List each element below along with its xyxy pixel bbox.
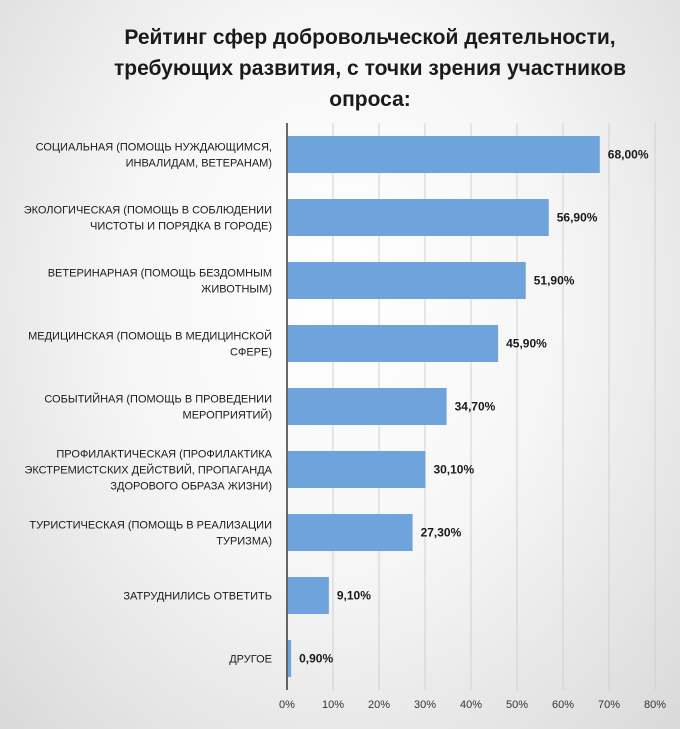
chart-title-line-3: опроса: [329, 88, 411, 111]
bar [288, 577, 329, 614]
bar [288, 451, 426, 488]
chart-title-line-1: Рейтинг сфер добровольческой деятельност… [124, 26, 616, 49]
x-tick-label: 0% [279, 699, 295, 711]
data-label: 27,30% [421, 526, 462, 540]
bar [288, 262, 526, 299]
category-label: СФЕРЕ) [230, 347, 272, 359]
category-label: МЕРОПРИЯТИЙ) [183, 409, 272, 422]
data-label: 9,10% [337, 589, 371, 603]
x-tick-label: 70% [598, 699, 620, 711]
category-label: МЕДИЦИНСКАЯ (ПОМОЩЬ В МЕДИЦИНСКОЙ [28, 330, 272, 343]
data-label: 34,70% [455, 400, 496, 414]
category-label: ЗАТРУДНИЛИСЬ ОТВЕТИТЬ [123, 591, 272, 603]
category-label: ПРОФИЛАКТИЧЕСКАЯ (ПРОФИЛАКТИКА [56, 449, 272, 461]
category-label: ТУРИСТИЧЕСКАЯ (ПОМОЩЬ В РЕАЛИЗАЦИИ [29, 520, 272, 532]
data-label: 45,90% [506, 337, 547, 351]
x-tick-label: 20% [368, 699, 390, 711]
chart-title-line-2: требующих развития, с точки зрения участ… [113, 57, 627, 80]
bar [288, 640, 292, 677]
x-tick-label: 30% [414, 699, 436, 711]
data-label: 56,90% [557, 211, 598, 225]
bar [288, 325, 499, 362]
category-label: СОБЫТИЙНАЯ (ПОМОЩЬ В ПРОВЕДЕНИИ [44, 393, 272, 406]
data-label: 51,90% [534, 274, 575, 288]
bar [288, 136, 600, 173]
chart-title: Рейтинг сфер добровольческой деятельност… [90, 22, 650, 115]
data-label: 30,10% [433, 463, 474, 477]
category-label: ИНВАЛИДАМ, ВЕТЕРАНАМ) [126, 158, 272, 170]
category-label: ВЕТЕРИНАРНАЯ (ПОМОЩЬ БЕЗДОМНЫМ [48, 268, 272, 280]
category-label: ТУРИЗМА) [216, 536, 272, 548]
x-tick-label: 10% [322, 699, 344, 711]
x-tick-label: 60% [552, 699, 574, 711]
category-label: ЧИСТОТЫ И ПОРЯДКА В ГОРОДЕ) [90, 221, 272, 233]
x-tick-label: 80% [644, 699, 666, 711]
category-label: СОЦИАЛЬНАЯ (ПОМОЩЬ НУЖДАЮЩИМСЯ, [36, 142, 272, 154]
category-label: ЖИВОТНЫМ) [201, 284, 272, 296]
bar [288, 514, 413, 551]
category-label: ЭКОЛОГИЧЕСКАЯ (ПОМОЩЬ В СОБЛЮДЕНИИ [24, 205, 272, 217]
bar [288, 388, 447, 425]
category-label: ЗДОРОВОГО ОБРАЗА ЖИЗНИ) [110, 481, 272, 493]
category-label: ДРУГОЕ [229, 654, 272, 666]
category-label: ЭКСТРЕМИСТСКИХ ДЕЙСТВИЙ, ПРОПАГАНДА [24, 464, 272, 477]
data-label: 0,90% [299, 652, 333, 666]
bar [288, 199, 549, 236]
data-label: 68,00% [608, 148, 649, 162]
x-tick-label: 50% [506, 699, 528, 711]
x-tick-label: 40% [460, 699, 482, 711]
